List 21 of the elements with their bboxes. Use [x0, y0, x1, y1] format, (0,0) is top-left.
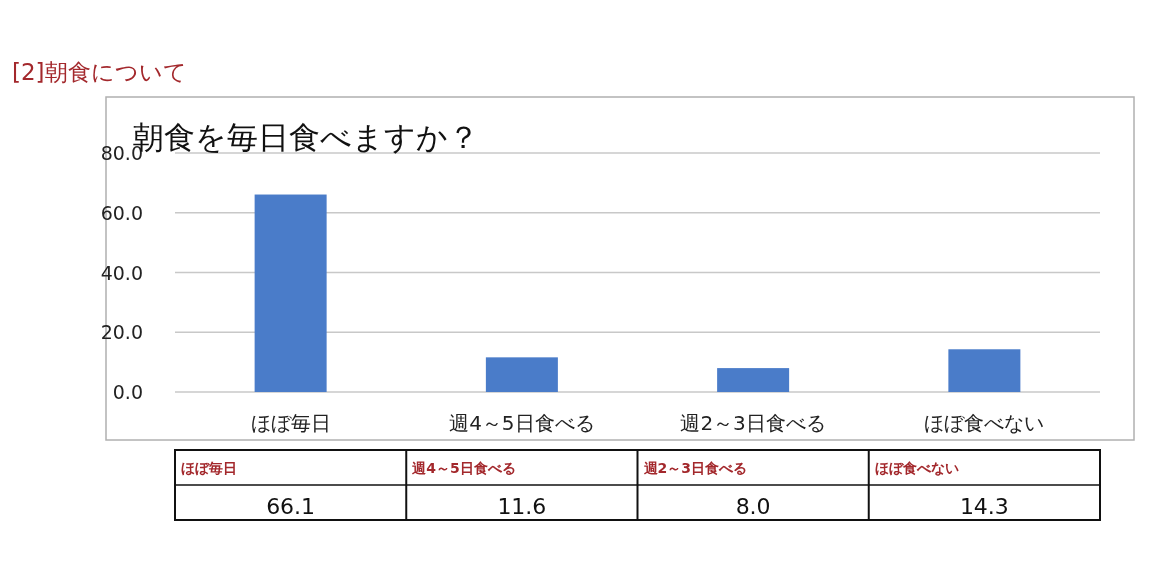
x-tick-label: ほぼ毎日	[250, 411, 331, 435]
data-label: 8.0	[735, 494, 771, 519]
bar	[717, 368, 790, 392]
bar	[254, 194, 327, 392]
data-label: 11.6	[497, 494, 547, 519]
category-label: ほぼ毎日	[181, 460, 237, 476]
x-tick-label: ほぼ食べない	[924, 411, 1045, 435]
data-label: 66.1	[266, 494, 316, 519]
y-tick-label: 60.0	[100, 201, 143, 224]
category-label: ほぼ食べない	[874, 460, 959, 476]
chart-title: [2]朝食について	[12, 59, 187, 85]
x-tick-label: 週2～3日食べる	[680, 411, 826, 435]
y-tick-label: 0.0	[112, 381, 143, 403]
y-tick-label: 20.0	[100, 321, 143, 344]
data-label: 14.3	[959, 494, 1009, 519]
y-tick-label: 40.0	[100, 261, 143, 284]
x-tick-label: 週4～5日食べる	[449, 411, 595, 435]
category-label: 週4～5日食べる	[412, 460, 516, 476]
bar	[948, 349, 1021, 392]
bar	[485, 357, 558, 392]
category-label: 週2～3日食べる	[643, 460, 747, 476]
